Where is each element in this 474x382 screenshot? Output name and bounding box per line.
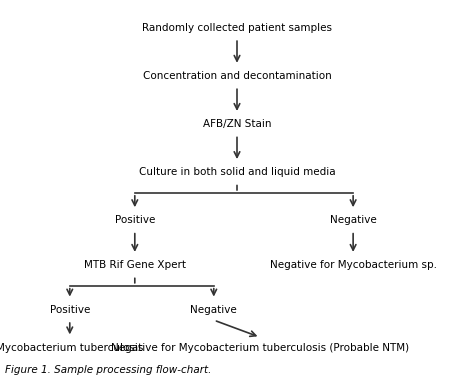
Text: Figure 1. Sample processing flow-chart.: Figure 1. Sample processing flow-chart. [5, 364, 211, 375]
Text: Negative for Mycobacterium sp.: Negative for Mycobacterium sp. [270, 260, 437, 270]
Text: Negative: Negative [191, 305, 237, 315]
Text: Concentration and decontamination: Concentration and decontamination [143, 71, 331, 81]
Text: Positive: Positive [50, 305, 90, 315]
Text: MTB Rif Gene Xpert: MTB Rif Gene Xpert [84, 260, 186, 270]
Text: Negative for Mycobacterium tuberculosis (Probable NTM): Negative for Mycobacterium tuberculosis … [111, 343, 409, 353]
Text: Mycobacterium tuberculosis: Mycobacterium tuberculosis [0, 343, 144, 353]
Text: Negative: Negative [330, 215, 376, 225]
Text: Culture in both solid and liquid media: Culture in both solid and liquid media [139, 167, 335, 177]
Text: Positive: Positive [115, 215, 155, 225]
Text: Randomly collected patient samples: Randomly collected patient samples [142, 23, 332, 33]
Text: AFB/ZN Stain: AFB/ZN Stain [203, 119, 271, 129]
